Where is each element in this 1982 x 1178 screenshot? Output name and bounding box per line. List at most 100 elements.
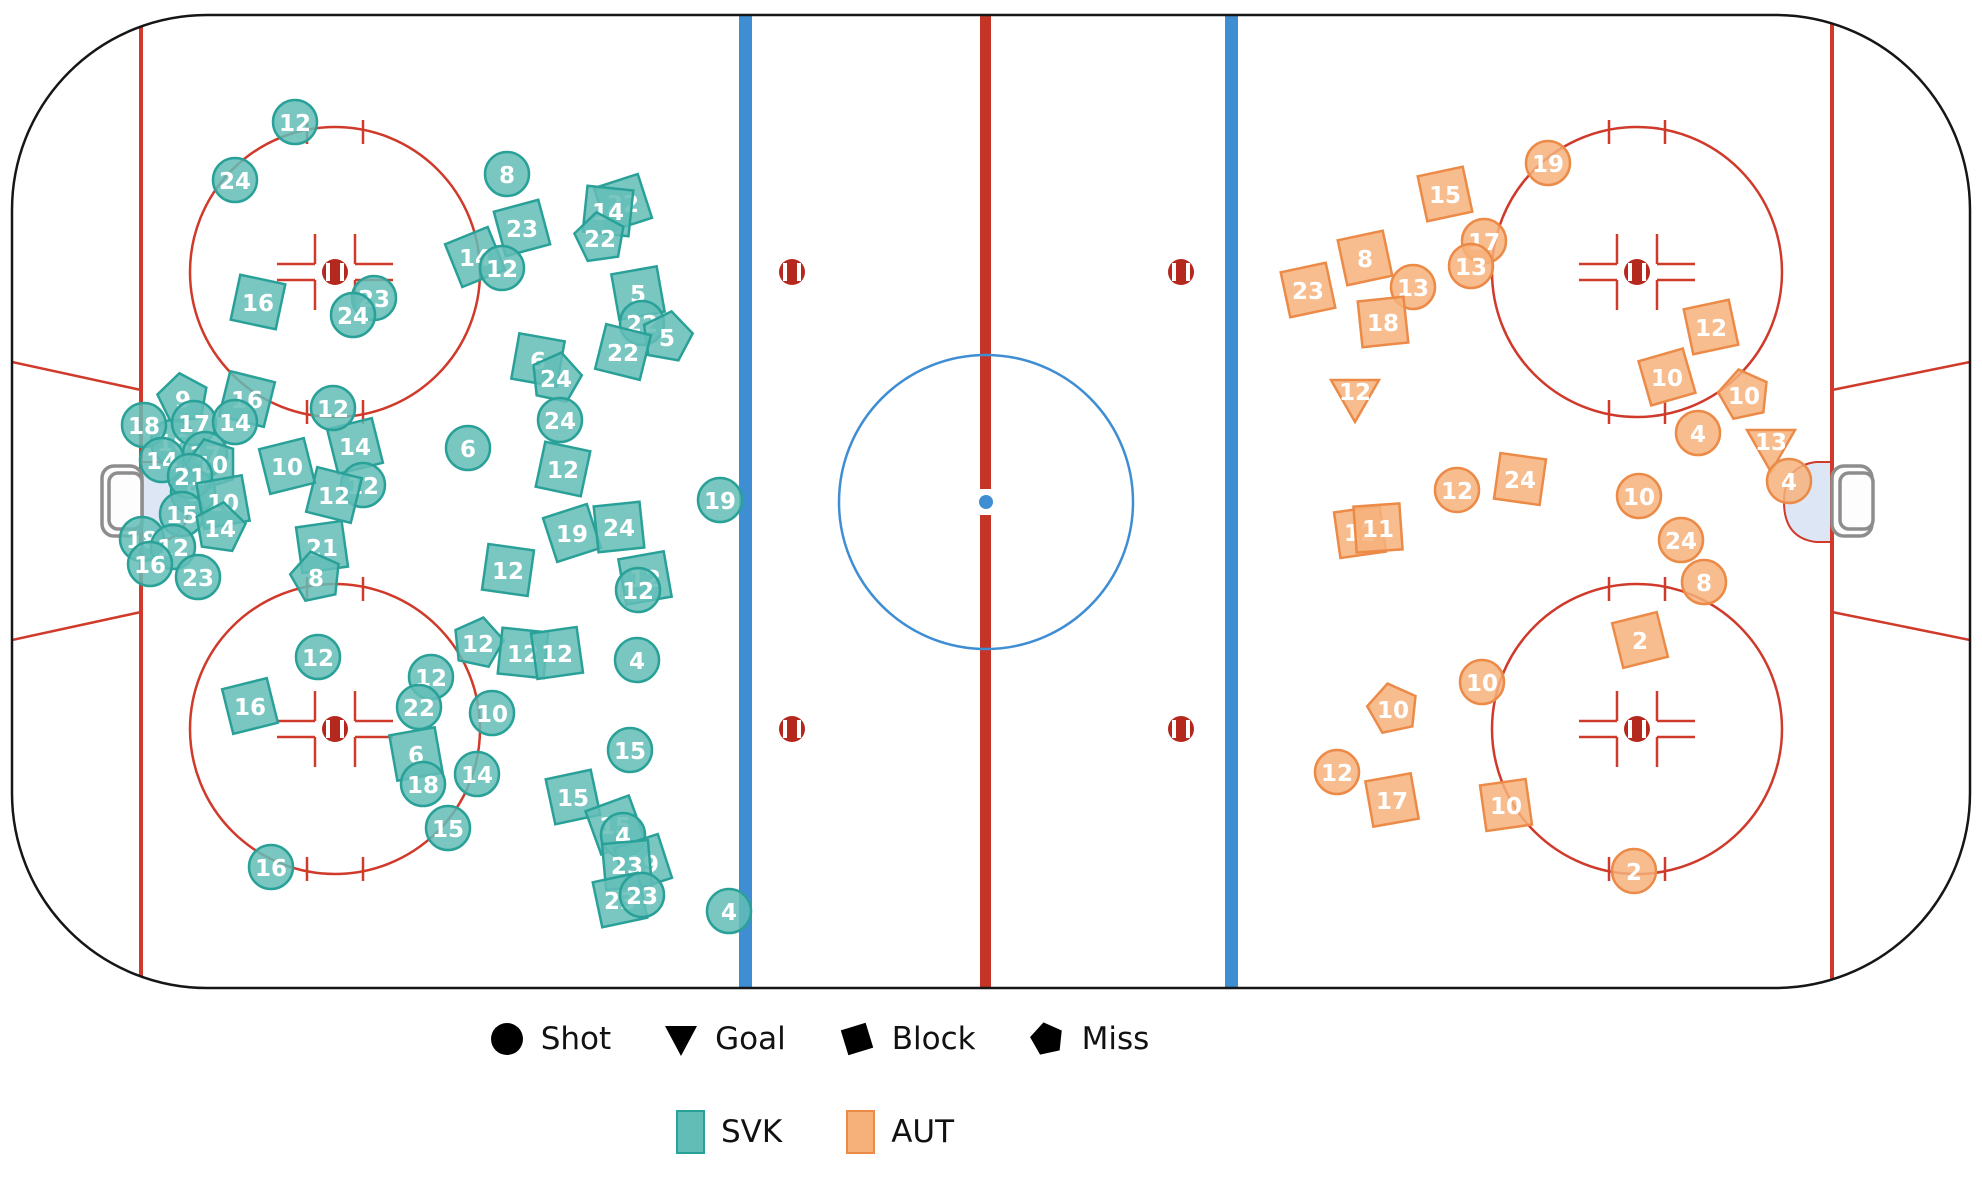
marker-svk-block: 10 (257, 436, 317, 496)
svg-text:15: 15 (1429, 183, 1461, 209)
marker-svk-shot: 24 (211, 156, 259, 204)
marker-aut-shot: 4 (1765, 457, 1813, 505)
svg-text:16: 16 (255, 856, 287, 882)
svg-text:12: 12 (1441, 479, 1473, 505)
svg-text:12: 12 (462, 632, 494, 658)
marker-svk-block: 23 (492, 198, 552, 258)
marker-svk-shot: 12 (309, 384, 357, 432)
svg-text:4: 4 (629, 649, 645, 675)
svg-text:4: 4 (1781, 470, 1797, 496)
svg-text:12: 12 (302, 646, 334, 672)
marker-svk-block: 19 (541, 502, 603, 564)
svg-text:8: 8 (499, 163, 515, 189)
svg-text:12: 12 (492, 559, 524, 585)
legend-item-goal: Goal (663, 1021, 786, 1057)
marker-aut-block: 12 (1682, 298, 1740, 356)
marker-aut-block: 8 (1336, 229, 1394, 287)
svg-text:19: 19 (556, 522, 588, 548)
marker-svk-block: 16 (220, 676, 280, 736)
legend-item-miss: Miss (1028, 1020, 1149, 1058)
marker-svk-shot: 22 (395, 683, 443, 731)
marker-svk-shot: 4 (613, 636, 661, 684)
marker-svk-block: 14 (325, 416, 385, 476)
svg-text:18: 18 (407, 773, 439, 799)
marker-svk-shot: 15 (424, 804, 472, 852)
marker-svk-shot: 10 (468, 689, 516, 737)
svg-text:12: 12 (1339, 380, 1371, 406)
marker-svk-shot: 15 (606, 726, 654, 774)
aut-color-swatch (846, 1110, 876, 1154)
svg-text:24: 24 (603, 516, 635, 542)
marker-aut-shot: 24 (1657, 516, 1705, 564)
svg-text:24: 24 (540, 367, 572, 393)
svg-text:18: 18 (128, 414, 160, 440)
svg-text:10: 10 (476, 702, 508, 728)
marker-aut-shot: 10 (1615, 472, 1663, 520)
marker-svk-block: 22 (593, 322, 653, 382)
shot-icon (490, 1023, 523, 1055)
marker-svk-shot: 15 (158, 490, 206, 538)
svg-text:15: 15 (614, 739, 646, 765)
svg-text:8: 8 (308, 566, 324, 592)
svg-text:8: 8 (1357, 247, 1373, 273)
svg-text:10: 10 (1651, 366, 1683, 392)
svg-text:13: 13 (1455, 255, 1487, 281)
miss-icon (1029, 1022, 1062, 1055)
left-blue-line (739, 15, 752, 988)
legend-events: Shot Goal Block Miss (0, 1020, 1810, 1058)
center-line (980, 515, 991, 988)
svg-text:23: 23 (506, 217, 538, 243)
svg-text:12: 12 (622, 579, 654, 605)
svg-text:5: 5 (659, 326, 675, 352)
svg-text:12: 12 (1695, 316, 1727, 342)
legend-label-goal: Goal (715, 1021, 786, 1057)
marker-svk-shot: 23 (618, 871, 666, 919)
svg-text:10: 10 (271, 455, 303, 481)
svg-text:12: 12 (279, 111, 311, 137)
svg-text:16: 16 (134, 553, 166, 579)
svg-text:24: 24 (544, 409, 576, 435)
svg-text:14: 14 (339, 435, 371, 461)
svg-text:13: 13 (1755, 430, 1787, 456)
marker-aut-block: 10 (1478, 777, 1534, 833)
marker-aut-block: 23 (1279, 261, 1337, 319)
svg-text:14: 14 (461, 763, 493, 789)
right-blue-line (1225, 15, 1238, 988)
svg-text:11: 11 (1362, 517, 1394, 543)
block-icon (840, 1022, 873, 1056)
marker-svk-miss: 24 (532, 351, 584, 404)
svg-text:10: 10 (1466, 671, 1498, 697)
svg-text:2: 2 (1632, 629, 1648, 655)
svg-text:12: 12 (318, 484, 350, 510)
marker-aut-block: 15 (1416, 165, 1474, 223)
svg-text:10: 10 (1728, 384, 1760, 410)
svg-text:16: 16 (242, 291, 274, 317)
svg-text:22: 22 (403, 696, 435, 722)
marker-aut-shot: 2 (1610, 847, 1658, 895)
marker-aut-shot: 8 (1680, 558, 1728, 606)
marker-aut-block: 10 (1637, 347, 1697, 407)
svg-text:18: 18 (1367, 311, 1399, 337)
marker-aut-shot: 13 (1447, 242, 1495, 290)
svg-text:22: 22 (607, 341, 639, 367)
marker-svk-shot: 18 (399, 760, 447, 808)
svg-text:12: 12 (1321, 761, 1353, 787)
marker-aut-block: 11 (1352, 502, 1404, 554)
svg-text:15: 15 (432, 817, 464, 843)
marker-svk-shot: 14 (211, 398, 259, 446)
svg-text:10: 10 (1490, 794, 1522, 820)
svg-text:24: 24 (1665, 529, 1697, 555)
legend-item-svk: SVK (675, 1110, 782, 1154)
svg-text:22: 22 (584, 227, 616, 253)
marker-aut-shot: 12 (1433, 466, 1481, 514)
marker-svk-shot: 12 (614, 566, 662, 614)
marker-aut-block: 24 (1492, 451, 1548, 507)
right-goal (1830, 464, 1875, 538)
marker-svk-block: 12 (480, 542, 536, 598)
goal-icon (665, 1026, 698, 1056)
svg-text:23: 23 (626, 884, 658, 910)
marker-aut-shot: 4 (1674, 409, 1722, 457)
legend-label-aut: AUT (891, 1114, 955, 1150)
svg-text:19: 19 (1532, 152, 1564, 178)
